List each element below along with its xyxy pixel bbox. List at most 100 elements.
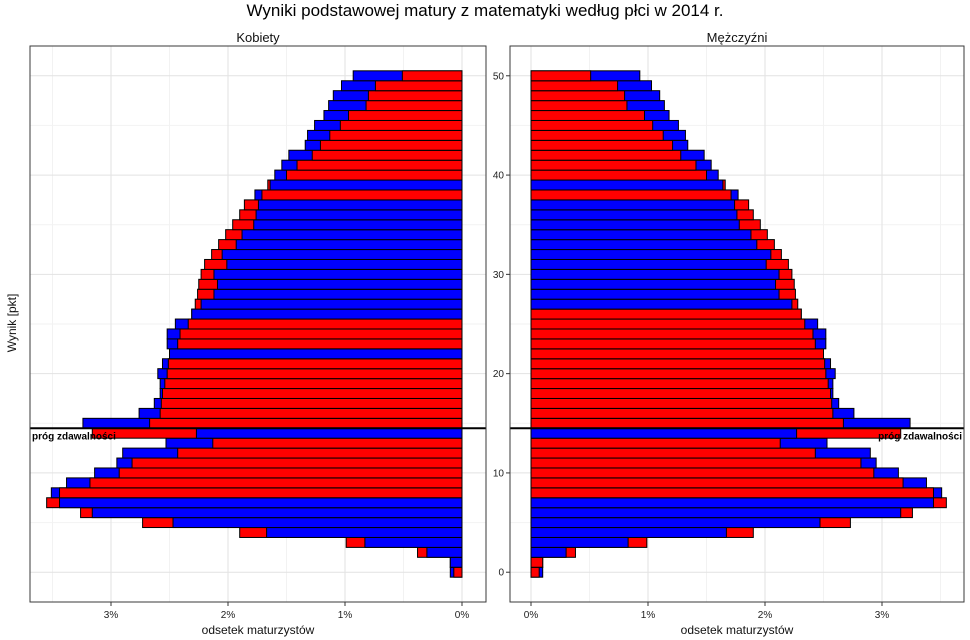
chart-title: Wyniki podstawowej matury z matematyki w… xyxy=(247,1,724,20)
bar-women-score-21 xyxy=(530,358,826,370)
y-tick-label: 20 xyxy=(493,369,505,380)
bar-women-score-40 xyxy=(286,169,463,181)
bar-men-score-35 xyxy=(253,219,463,231)
bar-men-score-1 xyxy=(449,556,463,568)
threshold-label: próg zdawalności xyxy=(878,431,962,442)
bar-women-score-25 xyxy=(530,318,806,330)
bar-women-score-22 xyxy=(530,348,824,360)
bar-men-score-31 xyxy=(226,258,463,270)
bar-women-score-9 xyxy=(89,477,463,489)
bar-women-score-20 xyxy=(530,368,827,380)
x-tick-label: 1% xyxy=(641,610,656,621)
bar-men-score-39 xyxy=(530,179,724,191)
bar-men-score-34 xyxy=(241,229,463,241)
bar-men-score-32 xyxy=(221,249,463,260)
bar-men-score-6 xyxy=(530,507,902,519)
bar-women-score-11 xyxy=(131,457,463,469)
bar-women-score-17 xyxy=(160,397,463,409)
y-tick-label: 50 xyxy=(493,71,505,82)
bar-men-score-37 xyxy=(530,199,736,211)
bar-women-score-0 xyxy=(453,566,463,578)
bar-women-score-21 xyxy=(167,358,463,370)
x-tick-label: 3% xyxy=(104,610,119,621)
bar-women-score-43 xyxy=(319,139,463,151)
bar-men-score-4 xyxy=(266,527,463,538)
bar-women-score-13 xyxy=(212,437,463,449)
bar-women-score-38 xyxy=(530,189,732,201)
bar-men-score-3 xyxy=(530,536,629,548)
bar-men-score-7 xyxy=(59,497,463,509)
strip-label: Kobiety xyxy=(236,30,280,45)
bar-men-score-27 xyxy=(200,298,463,310)
bar-men-score-27 xyxy=(530,298,793,310)
bar-women-score-38 xyxy=(261,189,463,201)
bar-women-score-44 xyxy=(329,129,463,141)
bar-men-score-33 xyxy=(235,239,463,251)
bar-women-score-9 xyxy=(530,477,904,489)
y-tick-label: 10 xyxy=(493,468,505,479)
bar-men-score-14 xyxy=(195,427,463,439)
bar-women-score-10 xyxy=(530,467,875,479)
bar-men-score-31 xyxy=(530,258,767,270)
bar-women-score-47 xyxy=(530,100,628,112)
bar-men-score-26 xyxy=(191,308,463,320)
bar-men-score-2 xyxy=(530,546,567,558)
bar-men-score-4 xyxy=(530,527,727,538)
bar-men-score-30 xyxy=(530,268,780,280)
bar-men-score-3 xyxy=(364,536,463,548)
bar-women-score-46 xyxy=(348,110,463,121)
y-tick-label: 30 xyxy=(493,270,505,281)
bar-men-score-29 xyxy=(530,278,777,290)
bar-women-score-16 xyxy=(530,407,834,419)
bar-men-score-34 xyxy=(530,229,752,241)
x-tick-label: 1% xyxy=(338,610,353,621)
bar-women-score-10 xyxy=(118,467,463,479)
bar-women-score-48 xyxy=(530,90,626,102)
bar-women-score-13 xyxy=(530,437,781,449)
bar-men-score-29 xyxy=(216,278,463,290)
bar-women-score-48 xyxy=(367,90,463,102)
y-tick-label: 0 xyxy=(498,568,504,579)
bar-women-score-26 xyxy=(530,308,802,320)
bar-women-score-45 xyxy=(530,119,654,131)
bar-women-score-23 xyxy=(530,338,816,350)
bar-women-score-16 xyxy=(159,407,463,419)
strip-background xyxy=(510,28,964,46)
bar-women-score-18 xyxy=(161,388,463,399)
bar-women-score-47 xyxy=(365,100,463,112)
bar-women-score-12 xyxy=(177,447,463,459)
bar-men-score-5 xyxy=(172,517,463,529)
bar-men-score-2 xyxy=(426,546,463,558)
bar-men-score-32 xyxy=(530,249,772,260)
bar-women-score-11 xyxy=(530,457,862,469)
bar-women-score-15 xyxy=(149,417,463,429)
x-axis-title: odsetek maturzystów xyxy=(681,623,794,637)
bar-women-score-46 xyxy=(530,110,645,121)
y-tick-label: 40 xyxy=(493,171,505,182)
bar-men-score-28 xyxy=(213,288,463,300)
bar-women-score-44 xyxy=(530,129,664,141)
x-tick-label: 0% xyxy=(455,610,470,621)
bar-women-score-25 xyxy=(187,318,463,330)
bar-men-score-33 xyxy=(530,239,758,251)
panel-mezczyzni: Mężczyźni próg zdawalności 0% 1% 2% 3% odsetek… xyxy=(493,28,965,637)
x-tick-label: 3% xyxy=(875,610,890,621)
x-tick-label: 2% xyxy=(758,610,773,621)
bar-women-score-18 xyxy=(530,388,832,399)
bar-men-score-36 xyxy=(530,209,738,221)
bar-women-score-17 xyxy=(530,397,833,409)
panel-kobiety: Kobiety próg zdawalności 0% 1% 2% 3% odsetek m… xyxy=(29,28,487,637)
strip-label: Mężczyźni xyxy=(707,30,768,45)
bar-men-score-35 xyxy=(530,219,740,231)
bar-women-score-50 xyxy=(530,70,592,82)
x-tick-label: 0% xyxy=(524,610,539,621)
bar-women-score-24 xyxy=(179,328,463,340)
bar-men-score-6 xyxy=(91,507,463,519)
bar-women-score-8 xyxy=(59,487,463,499)
bar-women-score-42 xyxy=(530,149,682,161)
y-axis-title: Wynik [pkt] xyxy=(5,294,19,353)
bar-women-score-40 xyxy=(530,169,707,181)
bar-men-score-39 xyxy=(269,179,463,191)
bar-women-score-45 xyxy=(339,119,463,131)
